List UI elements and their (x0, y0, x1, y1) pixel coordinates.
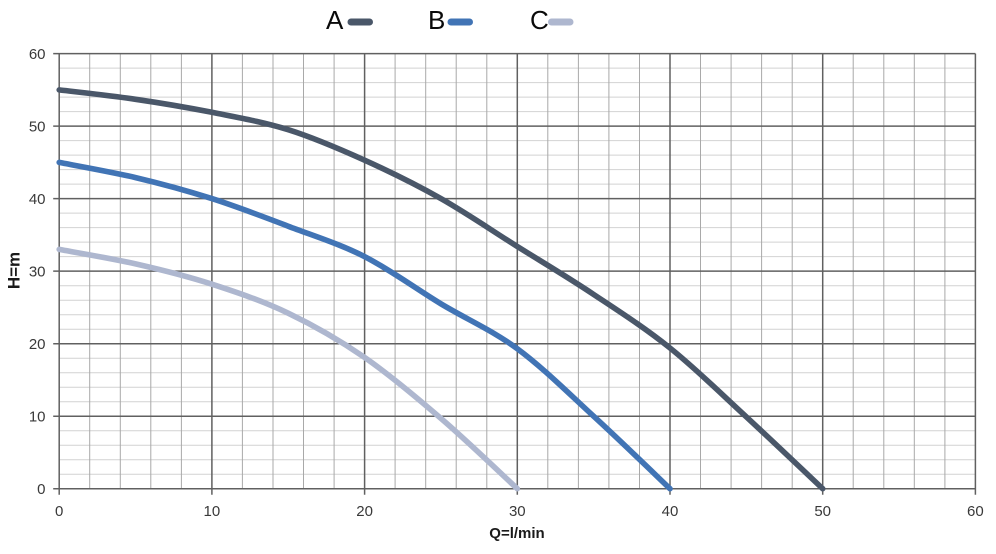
svg-text:C: C (530, 5, 549, 35)
svg-text:Q=l/min: Q=l/min (489, 525, 544, 542)
svg-text:10: 10 (29, 409, 46, 426)
svg-text:0: 0 (55, 503, 63, 520)
svg-text:20: 20 (29, 336, 46, 353)
svg-text:50: 50 (814, 503, 831, 520)
svg-text:A: A (326, 5, 344, 35)
svg-text:30: 30 (509, 503, 526, 520)
svg-text:H=m: H=m (4, 252, 23, 289)
svg-text:60: 60 (967, 503, 984, 520)
svg-text:60: 60 (29, 46, 46, 63)
svg-text:B: B (428, 5, 445, 35)
svg-text:50: 50 (29, 119, 46, 136)
svg-text:40: 40 (662, 503, 679, 520)
svg-text:10: 10 (204, 503, 221, 520)
svg-text:30: 30 (29, 264, 46, 281)
svg-text:0: 0 (37, 481, 45, 498)
svg-text:20: 20 (356, 503, 373, 520)
svg-text:40: 40 (29, 191, 46, 208)
